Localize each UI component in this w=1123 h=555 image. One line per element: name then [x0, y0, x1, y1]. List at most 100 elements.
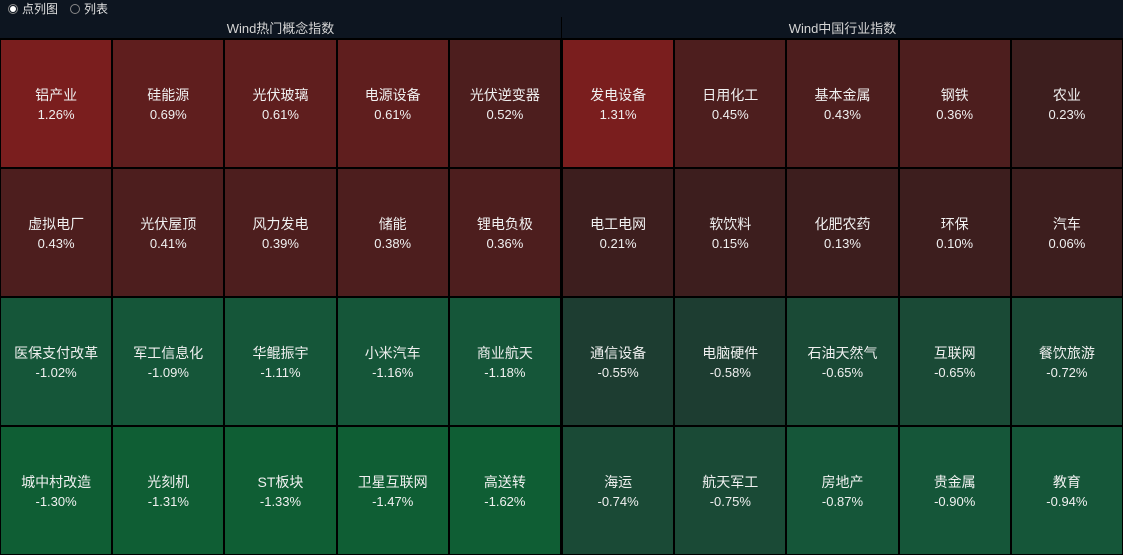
heatmap-cell[interactable]: 化肥农药0.13%: [786, 168, 898, 297]
cell-value: 0.21%: [600, 236, 637, 251]
view-toggle-heatmap[interactable]: 点列图: [8, 0, 58, 17]
cell-label: 电源设备: [365, 85, 421, 105]
heatmap-cell[interactable]: 日用化工0.45%: [674, 39, 786, 168]
cell-value: 0.43%: [38, 236, 75, 251]
cell-label: 医保支付改革: [14, 343, 98, 363]
heatmap-cell[interactable]: 石油天然气 -0.65%: [786, 297, 898, 426]
cell-label: 环保: [941, 214, 969, 234]
cell-label: 硅能源: [147, 85, 189, 105]
cell-label: 日用化工: [702, 85, 758, 105]
heatmap-cell[interactable]: 虚拟电厂 0.43%: [0, 168, 112, 297]
heatmap-container: Wind热门概念指数铝产业1.26%硅能源0.69%光伏玻璃0.61%电源设备0…: [0, 17, 1123, 555]
cell-label: 钢铁: [941, 85, 969, 105]
cell-value: -1.02%: [35, 365, 76, 380]
cell-value: 0.23%: [1048, 107, 1085, 122]
view-toggle-heatmap-label: 点列图: [22, 0, 58, 17]
cell-value: 0.41%: [150, 236, 187, 251]
cell-value: 0.10%: [936, 236, 973, 251]
cell-value: 0.61%: [374, 107, 411, 122]
radio-icon: [8, 4, 18, 14]
cell-label: 风力发电: [252, 214, 308, 234]
radio-icon: [70, 4, 80, 14]
heatmap-cell[interactable]: 餐饮旅游-0.72%: [1011, 297, 1123, 426]
heatmap-cell[interactable]: 光伏玻璃 0.61%: [224, 39, 336, 168]
heatmap-panel: Wind中国行业指数发电设备1.31%日用化工0.45%基本金属0.43%钢铁0…: [562, 17, 1123, 555]
heatmap-cell[interactable]: 医保支付改革 -1.02%: [0, 297, 112, 426]
cell-label: ST板块: [258, 472, 304, 492]
cell-value: 1.26%: [38, 107, 75, 122]
cell-label: 软饮料: [709, 214, 751, 234]
heatmap-cell[interactable]: 铝产业 1.26%: [0, 39, 112, 168]
heatmap-cell[interactable]: 汽车 0.06%: [1011, 168, 1123, 297]
cell-value: -1.30%: [35, 494, 76, 509]
heatmap-cell[interactable]: 环保 0.10%: [899, 168, 1011, 297]
cell-value: -0.87%: [822, 494, 863, 509]
heatmap-cell[interactable]: 贵金属-0.90%: [899, 426, 1011, 555]
heatmap-cell[interactable]: 卫星互联网-1.47%: [337, 426, 449, 555]
heatmap-cell[interactable]: ST板块-1.33%: [224, 426, 336, 555]
cell-label: 海运: [604, 472, 632, 492]
heatmap-cell[interactable]: 风力发电0.39%: [224, 168, 336, 297]
heatmap-cell[interactable]: 小米汽车-1.16%: [337, 297, 449, 426]
cell-value: -1.62%: [484, 494, 525, 509]
heatmap-cell[interactable]: 电工电网0.21%: [562, 168, 674, 297]
cell-label: 小米汽车: [365, 343, 421, 363]
heatmap-cell[interactable]: 光伏逆变器0.52%: [449, 39, 561, 168]
cell-label: 商业航天: [477, 343, 533, 363]
heatmap-cell[interactable]: 海运 -0.74%: [562, 426, 674, 555]
heatmap-cell[interactable]: 发电设备1.31%: [562, 39, 674, 168]
cell-value: 0.06%: [1048, 236, 1085, 251]
heatmap-cell[interactable]: 军工信息化-1.09%: [112, 297, 224, 426]
cell-label: 航天军工: [702, 472, 758, 492]
heatmap-cell[interactable]: 商业航天 -1.18%: [449, 297, 561, 426]
cell-value: 0.15%: [712, 236, 749, 251]
cell-value: -0.74%: [597, 494, 638, 509]
cell-value: -0.65%: [822, 365, 863, 380]
cell-value: -0.75%: [710, 494, 751, 509]
heatmap-cell[interactable]: 基本金属0.43%: [786, 39, 898, 168]
cell-label: 虚拟电厂: [28, 214, 84, 234]
heatmap-cell[interactable]: 农业0.23%: [1011, 39, 1123, 168]
heatmap-grid: 铝产业 1.26% 硅能源0.69% 光伏玻璃 0.61% 电源设备 0.61% 光伏逆变器0…: [0, 39, 561, 555]
cell-label: 铝产业: [35, 85, 77, 105]
heatmap-cell[interactable]: 钢铁 0.36%: [899, 39, 1011, 168]
heatmap-cell[interactable]: 航天军工 -0.75%: [674, 426, 786, 555]
heatmap-cell[interactable]: 通信设备-0.55%: [562, 297, 674, 426]
cell-label: 军工信息化: [133, 343, 203, 363]
cell-value: 0.13%: [824, 236, 861, 251]
cell-label: 光伏玻璃: [252, 85, 308, 105]
cell-label: 电脑硬件: [702, 343, 758, 363]
heatmap-cell[interactable]: 锂电负极0.36%: [449, 168, 561, 297]
cell-value: 0.36%: [936, 107, 973, 122]
cell-value: -1.18%: [484, 365, 525, 380]
cell-label: 教育: [1053, 472, 1081, 492]
heatmap-panel: Wind热门概念指数铝产业1.26%硅能源0.69%光伏玻璃0.61%电源设备0…: [0, 17, 562, 555]
cell-label: 光伏屋顶: [140, 214, 196, 234]
cell-label: 汽车: [1053, 214, 1081, 234]
cell-value: 0.52%: [486, 107, 523, 122]
cell-label: 贵金属: [934, 472, 976, 492]
heatmap-cell[interactable]: 储能0.38%: [337, 168, 449, 297]
heatmap-cell[interactable]: 电源设备 0.61%: [337, 39, 449, 168]
heatmap-cell[interactable]: 房地产 -0.87%: [786, 426, 898, 555]
cell-value: -0.58%: [710, 365, 751, 380]
heatmap-cell[interactable]: 高送转-1.62%: [449, 426, 561, 555]
view-toggle-list[interactable]: 列表: [70, 0, 108, 17]
cell-label: 房地产: [821, 472, 863, 492]
cell-label: 通信设备: [590, 343, 646, 363]
cell-value: 0.61%: [262, 107, 299, 122]
cell-label: 石油天然气: [807, 343, 877, 363]
heatmap-cell[interactable]: 硅能源0.69%: [112, 39, 224, 168]
heatmap-cell[interactable]: 城中村改造-1.30%: [0, 426, 112, 555]
heatmap-cell[interactable]: 华鲲振宇-1.11%: [224, 297, 336, 426]
view-toggle-list-label: 列表: [84, 0, 108, 17]
heatmap-cell[interactable]: 光刻机-1.31%: [112, 426, 224, 555]
cell-value: 0.38%: [374, 236, 411, 251]
heatmap-grid: 发电设备1.31%日用化工0.45%基本金属0.43% 钢铁 0.36% 农业0.23…: [562, 39, 1123, 555]
heatmap-cell[interactable]: 互联网-0.65%: [899, 297, 1011, 426]
heatmap-cell[interactable]: 软饮料 0.15%: [674, 168, 786, 297]
cell-value: -0.94%: [1046, 494, 1087, 509]
heatmap-cell[interactable]: 教育 -0.94%: [1011, 426, 1123, 555]
heatmap-cell[interactable]: 光伏屋顶 0.41%: [112, 168, 224, 297]
heatmap-cell[interactable]: 电脑硬件 -0.58%: [674, 297, 786, 426]
